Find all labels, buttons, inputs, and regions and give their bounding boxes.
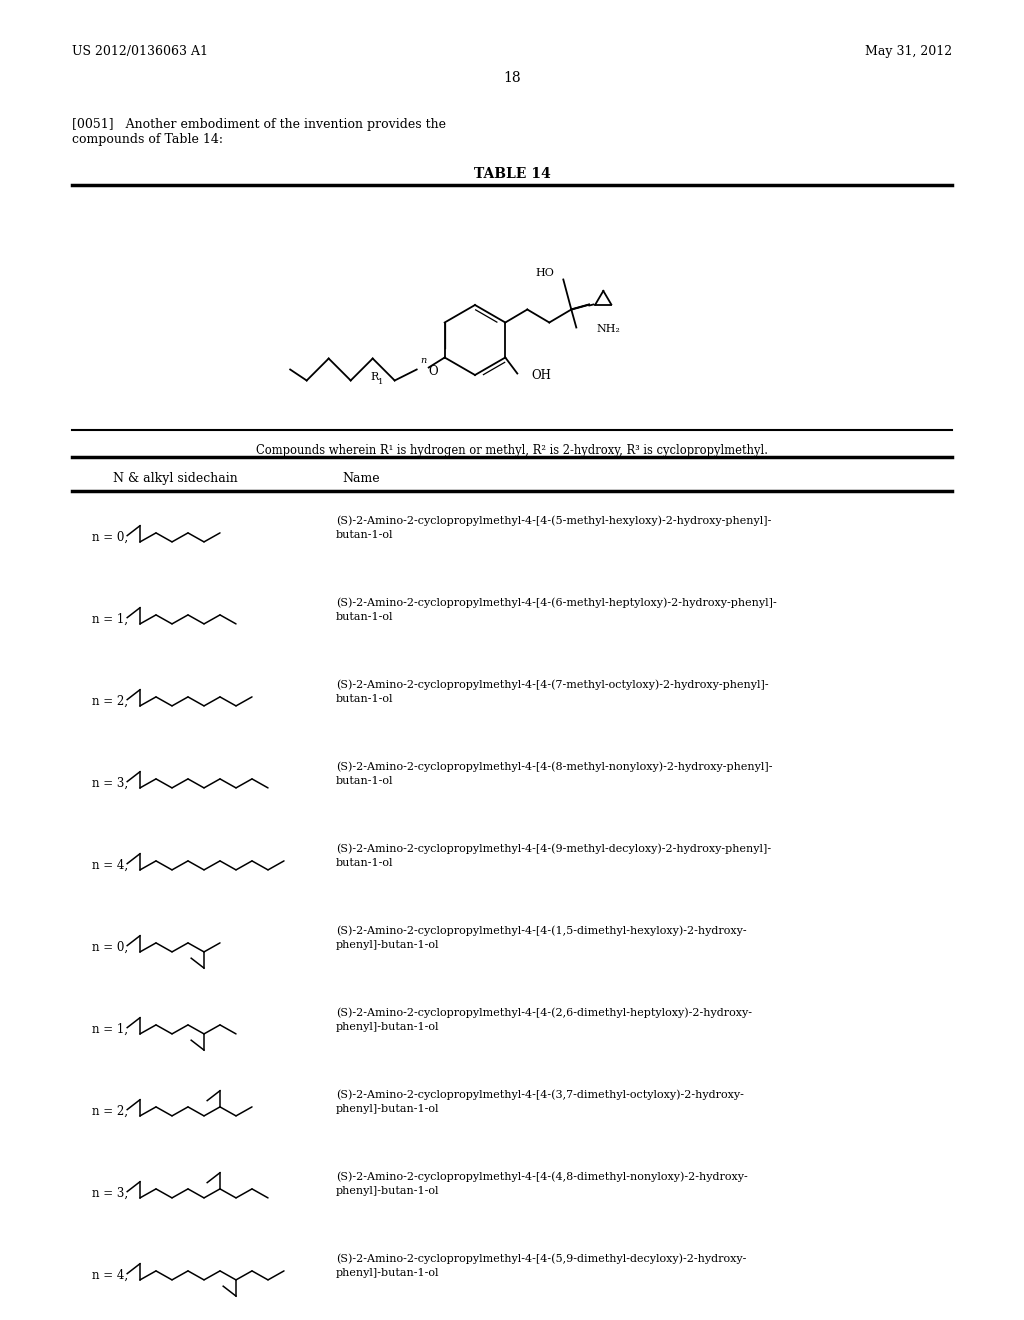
Text: 1: 1 (378, 378, 383, 385)
Text: n = 3,: n = 3, (92, 1187, 128, 1200)
Text: n = 4,: n = 4, (92, 1269, 128, 1282)
Text: n = 0,: n = 0, (92, 531, 128, 544)
Text: HO: HO (536, 268, 555, 277)
Text: NH₂: NH₂ (596, 325, 621, 334)
Text: n = 2,: n = 2, (92, 1105, 128, 1118)
Text: [0051]   Another embodiment of the invention provides the: [0051] Another embodiment of the inventi… (72, 117, 446, 131)
Text: (S)-2-Amino-2-cyclopropylmethyl-4-[4-(6-methyl-heptyloxy)-2-hydroxy-phenyl]-
but: (S)-2-Amino-2-cyclopropylmethyl-4-[4-(6-… (336, 598, 777, 622)
Text: n = 2,: n = 2, (92, 694, 128, 708)
Text: (S)-2-Amino-2-cyclopropylmethyl-4-[4-(5-methyl-hexyloxy)-2-hydroxy-phenyl]-
buta: (S)-2-Amino-2-cyclopropylmethyl-4-[4-(5-… (336, 516, 771, 540)
Text: (S)-2-Amino-2-cyclopropylmethyl-4-[4-(2,6-dimethyl-heptyloxy)-2-hydroxy-
phenyl]: (S)-2-Amino-2-cyclopropylmethyl-4-[4-(2,… (336, 1007, 752, 1032)
Text: n = 3,: n = 3, (92, 776, 128, 789)
Text: n = 0,: n = 0, (92, 940, 128, 953)
Text: R: R (371, 371, 379, 381)
Text: n = 4,: n = 4, (92, 858, 128, 871)
Text: N & alkyl sidechain: N & alkyl sidechain (113, 473, 238, 484)
Text: May 31, 2012: May 31, 2012 (865, 45, 952, 58)
Text: n: n (421, 356, 427, 366)
Text: n = 1,: n = 1, (92, 1023, 128, 1035)
Text: (S)-2-Amino-2-cyclopropylmethyl-4-[4-(1,5-dimethyl-hexyloxy)-2-hydroxy-
phenyl]-: (S)-2-Amino-2-cyclopropylmethyl-4-[4-(1,… (336, 925, 746, 950)
Text: (S)-2-Amino-2-cyclopropylmethyl-4-[4-(4,8-dimethyl-nonyloxy)-2-hydroxy-
phenyl]-: (S)-2-Amino-2-cyclopropylmethyl-4-[4-(4,… (336, 1172, 748, 1196)
Text: Compounds wherein R¹ is hydrogen or methyl, R² is 2-hydroxy, R³ is cyclopropylme: Compounds wherein R¹ is hydrogen or meth… (256, 444, 768, 457)
Text: Name: Name (342, 473, 380, 484)
Text: OH: OH (531, 370, 551, 381)
Text: (S)-2-Amino-2-cyclopropylmethyl-4-[4-(5,9-dimethyl-decyloxy)-2-hydroxy-
phenyl]-: (S)-2-Amino-2-cyclopropylmethyl-4-[4-(5,… (336, 1254, 746, 1278)
Text: (S)-2-Amino-2-cyclopropylmethyl-4-[4-(3,7-dimethyl-octyloxy)-2-hydroxy-
phenyl]-: (S)-2-Amino-2-cyclopropylmethyl-4-[4-(3,… (336, 1089, 743, 1114)
Text: n = 1,: n = 1, (92, 612, 128, 626)
Text: US 2012/0136063 A1: US 2012/0136063 A1 (72, 45, 208, 58)
Text: (S)-2-Amino-2-cyclopropylmethyl-4-[4-(9-methyl-decyloxy)-2-hydroxy-phenyl]-
buta: (S)-2-Amino-2-cyclopropylmethyl-4-[4-(9-… (336, 843, 771, 869)
Text: 18: 18 (503, 71, 521, 84)
Text: (S)-2-Amino-2-cyclopropylmethyl-4-[4-(8-methyl-nonyloxy)-2-hydroxy-phenyl]-
buta: (S)-2-Amino-2-cyclopropylmethyl-4-[4-(8-… (336, 762, 772, 787)
Text: TABLE 14: TABLE 14 (474, 168, 550, 181)
Text: (S)-2-Amino-2-cyclopropylmethyl-4-[4-(7-methyl-octyloxy)-2-hydroxy-phenyl]-
buta: (S)-2-Amino-2-cyclopropylmethyl-4-[4-(7-… (336, 680, 769, 704)
Text: O: O (428, 366, 437, 378)
Text: compounds of Table 14:: compounds of Table 14: (72, 133, 223, 147)
